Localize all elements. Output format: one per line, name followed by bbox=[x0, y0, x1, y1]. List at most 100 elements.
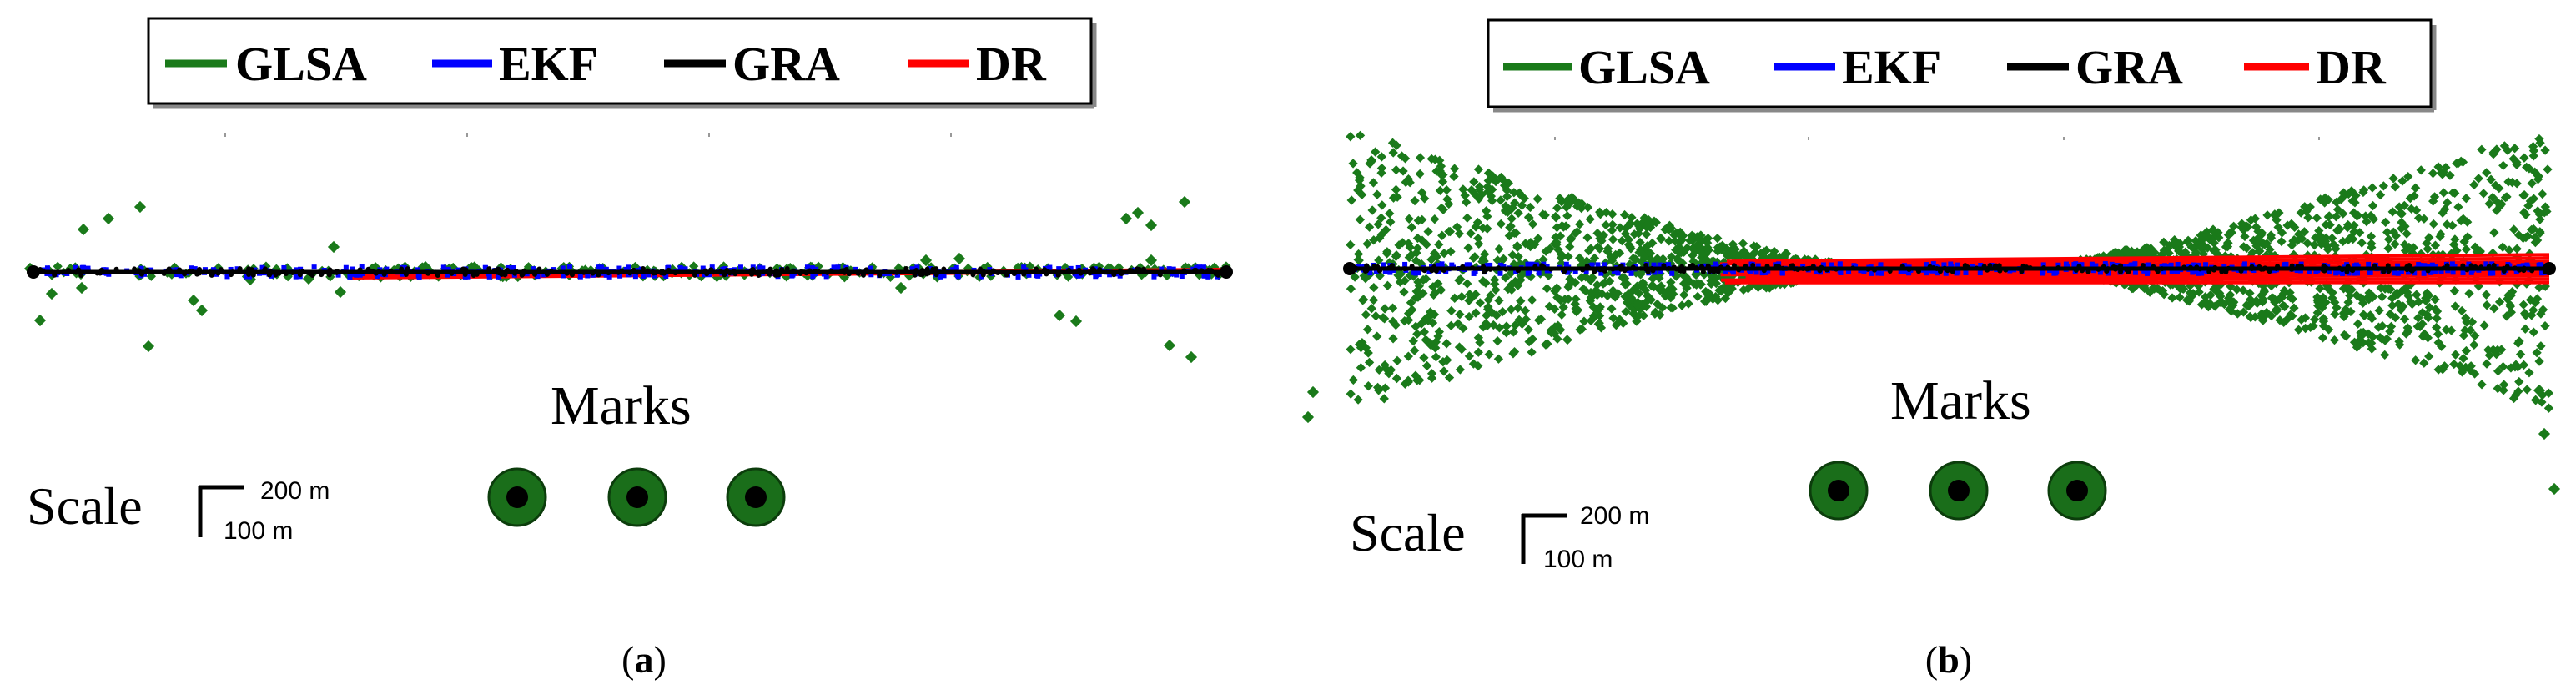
ekf-point bbox=[2040, 270, 2045, 276]
scale-horizontal-label: 100 m bbox=[224, 517, 293, 545]
gra-point bbox=[761, 269, 767, 275]
glsa-point bbox=[1527, 219, 1538, 229]
gra-point bbox=[187, 269, 193, 274]
ekf-point bbox=[2196, 262, 2201, 268]
ekf-point bbox=[1753, 269, 1759, 275]
glsa-point bbox=[2432, 313, 2442, 324]
glsa-outlier bbox=[953, 252, 966, 265]
glsa-point bbox=[2482, 359, 2492, 369]
ekf-point bbox=[987, 267, 993, 273]
gra-point bbox=[606, 270, 611, 276]
gra-point bbox=[1725, 264, 1731, 270]
glsa-point bbox=[1449, 164, 1460, 174]
gra-point bbox=[1136, 266, 1142, 272]
glsa-point bbox=[1615, 223, 1625, 233]
gra-point bbox=[784, 266, 790, 272]
glsa-point bbox=[1353, 249, 1364, 259]
ekf-point bbox=[440, 264, 446, 270]
glsa-point bbox=[2489, 228, 2499, 238]
ekf-point bbox=[1615, 270, 1621, 276]
gra-point bbox=[1021, 271, 1027, 277]
ekf-point bbox=[2132, 269, 2138, 275]
glsa-point bbox=[1619, 273, 1630, 284]
glsa-point bbox=[1558, 302, 1568, 312]
glsa-outlier bbox=[45, 287, 58, 300]
ekf-point bbox=[2079, 262, 2085, 268]
ekf-point bbox=[606, 274, 612, 280]
gra-point bbox=[182, 271, 188, 277]
glsa-point bbox=[1542, 284, 1552, 294]
gra-point bbox=[1584, 264, 1590, 269]
glsa-point bbox=[2493, 366, 2503, 376]
ekf-point bbox=[596, 264, 601, 270]
gra-point bbox=[981, 269, 987, 274]
glsa-point bbox=[1586, 275, 1596, 285]
ekf-point bbox=[1179, 274, 1185, 280]
gra-point bbox=[1950, 269, 1955, 274]
glsa-point bbox=[1593, 319, 1603, 330]
ekf-point bbox=[2089, 261, 2095, 267]
gra-point bbox=[749, 271, 755, 277]
gra-point bbox=[521, 268, 527, 274]
glsa-point bbox=[1473, 164, 1484, 174]
glsa-point bbox=[1550, 285, 1561, 295]
ekf-point bbox=[1669, 270, 1675, 276]
glsa-point bbox=[1519, 194, 1529, 204]
marks-group bbox=[1809, 461, 2107, 521]
scale-bar bbox=[198, 485, 244, 537]
gra-point bbox=[590, 270, 596, 276]
gra-point bbox=[1377, 268, 1383, 274]
glsa-point bbox=[2450, 301, 2461, 311]
glsa-point bbox=[1641, 297, 1651, 308]
gra-point bbox=[2181, 264, 2187, 270]
gra-point bbox=[727, 270, 732, 276]
glsa-point bbox=[1346, 389, 1356, 399]
glsa-point bbox=[2428, 169, 2438, 179]
glsa-point bbox=[1643, 241, 1653, 251]
glsa-point bbox=[1466, 229, 1476, 239]
ekf-point bbox=[293, 274, 299, 280]
ekf-point bbox=[757, 264, 763, 270]
glsa-point bbox=[1781, 248, 1791, 259]
gra-point bbox=[791, 268, 797, 274]
glsa-point bbox=[2473, 174, 2483, 184]
gra-point bbox=[357, 267, 363, 273]
glsa-point bbox=[1346, 284, 1356, 294]
gra-point bbox=[1773, 264, 1779, 270]
gra-point bbox=[144, 267, 150, 273]
glsa-point bbox=[2428, 219, 2438, 229]
ekf-point bbox=[1501, 264, 1507, 269]
glsa-point bbox=[1377, 200, 1387, 210]
glsa-point bbox=[1391, 373, 1402, 384]
glsa-point bbox=[1553, 244, 1563, 254]
gra-point bbox=[462, 272, 468, 278]
glsa-point bbox=[1727, 284, 1737, 294]
glsa-outlier bbox=[1119, 212, 1133, 225]
gra-point bbox=[1375, 264, 1381, 269]
glsa-point bbox=[1463, 243, 1473, 253]
ekf-point bbox=[641, 273, 647, 279]
glsa-point bbox=[2318, 292, 2328, 303]
gra-point bbox=[1649, 265, 1655, 271]
gra-point bbox=[839, 268, 845, 274]
gra-point bbox=[2238, 268, 2244, 274]
gra-point bbox=[2159, 266, 2165, 272]
glsa-point bbox=[1513, 208, 1523, 218]
ekf-point bbox=[632, 274, 638, 280]
gra-point bbox=[824, 269, 830, 275]
glsa-point bbox=[1455, 365, 1466, 375]
gra-point bbox=[319, 272, 325, 278]
ekf-point bbox=[677, 264, 683, 270]
glsa-point bbox=[1692, 232, 1703, 242]
glsa-point bbox=[1666, 223, 1677, 234]
glsa-point bbox=[2520, 324, 2530, 334]
ekf-point bbox=[1200, 264, 1206, 270]
gra-point bbox=[903, 266, 909, 272]
glsa-point bbox=[2527, 179, 2537, 189]
glsa-point bbox=[1601, 220, 1611, 230]
ekf-point bbox=[1402, 261, 1408, 267]
ekf-point bbox=[174, 267, 179, 273]
glsa-point bbox=[1355, 214, 1366, 224]
ekf-point bbox=[2513, 269, 2519, 274]
glsa-point bbox=[2314, 225, 2324, 236]
